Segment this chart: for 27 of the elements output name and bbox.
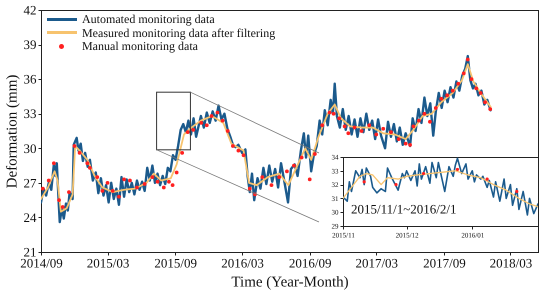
y-axis-title: Deformation (mm) xyxy=(4,74,20,188)
point xyxy=(422,172,426,176)
annotation: 2015/11/1~2016/2/1 xyxy=(351,201,456,216)
x-tick-label: 2016/09 xyxy=(288,256,332,270)
y-tick-label: 33 xyxy=(24,106,36,122)
y-tick-label: 36 xyxy=(24,72,37,87)
y-tick-label: 30 xyxy=(24,140,36,156)
legend-label: Manual monitoring data xyxy=(82,39,198,54)
point xyxy=(515,190,518,194)
point xyxy=(456,168,460,171)
x-tick-label: 2018/03 xyxy=(490,256,532,270)
y-tick-label: 27 xyxy=(24,175,37,190)
x-tick-label: 2015/03 xyxy=(86,256,130,270)
x-tick-label: 2017/09 xyxy=(423,256,466,270)
x-tick-label: 2017/03 xyxy=(355,256,398,270)
x-tick-label: 2015/09 xyxy=(154,256,197,270)
point xyxy=(362,180,366,184)
legend-label: Measured monitoring data after filtering xyxy=(82,26,276,40)
y-tick-label: 42 xyxy=(24,2,36,18)
x-tick-label: 2016/03 xyxy=(221,256,264,270)
line-series xyxy=(343,158,538,216)
x-axis-title: Time (Year-Month) xyxy=(231,274,349,290)
point xyxy=(486,178,489,181)
legend-label: Automated monitoring data xyxy=(82,12,215,26)
y-tick-label: 24 xyxy=(24,210,37,225)
point xyxy=(394,183,398,186)
y-tick-label: 39 xyxy=(24,37,36,52)
